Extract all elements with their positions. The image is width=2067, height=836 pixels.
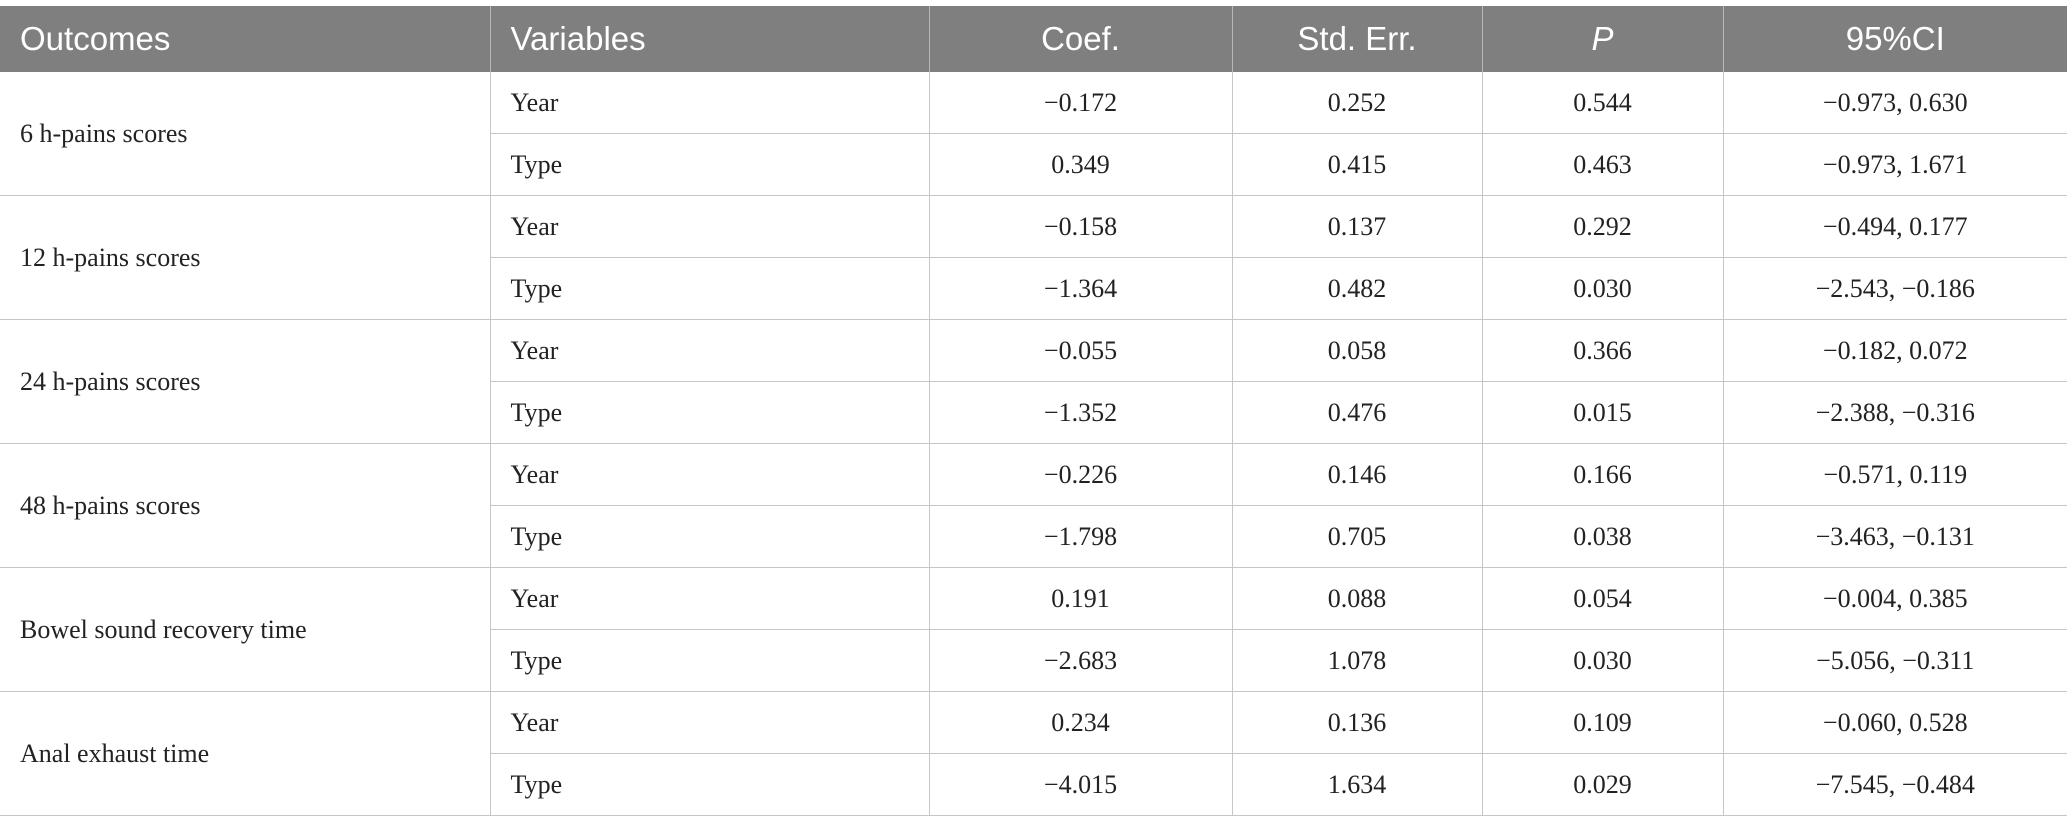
variable-cell: Type bbox=[490, 505, 930, 568]
coef-cell: −4.015 bbox=[928, 753, 1233, 816]
table-row: 6 h-pains scores Year −0.172 0.252 0.544… bbox=[0, 72, 2067, 196]
ci-cell: −0.060, 0.528 bbox=[1722, 691, 2067, 754]
table-row: Type −1.364 0.482 0.030 −2.543, −0.186 bbox=[0, 257, 2067, 320]
table-row: Bowel sound recovery time Year 0.191 0.0… bbox=[0, 567, 2067, 692]
table-header: Outcomes Variables Coef. Std. Err. P 95%… bbox=[0, 6, 2067, 72]
coef-cell: 0.234 bbox=[928, 691, 1233, 754]
outcome-cell: 24 h-pains scores bbox=[0, 319, 491, 444]
p-cell: 0.166 bbox=[1481, 443, 1724, 506]
variable-cell: Year bbox=[489, 691, 930, 754]
std-err-cell: 0.705 bbox=[1231, 505, 1483, 568]
ci-cell: −3.463, −0.131 bbox=[1722, 505, 2067, 568]
coef-cell: −1.364 bbox=[928, 257, 1233, 320]
variable-cell: Type bbox=[490, 133, 930, 196]
std-err-cell: 0.146 bbox=[1231, 443, 1483, 506]
coef-cell: −1.352 bbox=[928, 381, 1233, 444]
p-cell: 0.038 bbox=[1481, 505, 1724, 568]
std-err-cell: 0.482 bbox=[1231, 257, 1483, 320]
table-row: Type −4.015 1.634 0.029 −7.545, −0.484 bbox=[0, 753, 2067, 816]
outcome-cell: Bowel sound recovery time bbox=[0, 567, 491, 692]
regression-table: Outcomes Variables Coef. Std. Err. P 95%… bbox=[0, 6, 2067, 816]
std-err-cell: 0.136 bbox=[1231, 691, 1483, 754]
std-err-cell: 0.252 bbox=[1231, 72, 1483, 134]
p-cell: 0.029 bbox=[1481, 753, 1724, 816]
std-err-cell: 0.476 bbox=[1231, 381, 1483, 444]
table-row: Type −2.683 1.078 0.030 −5.056, −0.311 bbox=[0, 629, 2067, 692]
table-row: Type 0.349 0.415 0.463 −0.973, 1.671 bbox=[0, 133, 2067, 196]
variable-cell: Year bbox=[489, 195, 930, 258]
std-err-cell: 1.634 bbox=[1231, 753, 1483, 816]
outcome-cell: Anal exhaust time bbox=[0, 691, 491, 816]
header-coef: Coef. bbox=[928, 6, 1232, 72]
outcome-cell: 48 h-pains scores bbox=[0, 443, 491, 568]
variable-cell: Type bbox=[490, 629, 930, 692]
coef-cell: −1.798 bbox=[928, 505, 1233, 568]
variable-cell: Type bbox=[490, 381, 930, 444]
ci-cell: −0.973, 0.630 bbox=[1722, 72, 2067, 134]
header-p: P bbox=[1481, 6, 1723, 72]
std-err-cell: 0.415 bbox=[1231, 133, 1483, 196]
table-row: Anal exhaust time Year 0.234 0.136 0.109… bbox=[0, 691, 2067, 816]
std-err-cell: 1.078 bbox=[1231, 629, 1483, 692]
table-row: 48 h-pains scores Year −0.226 0.146 0.16… bbox=[0, 443, 2067, 568]
p-cell: 0.463 bbox=[1481, 133, 1724, 196]
p-cell: 0.109 bbox=[1481, 691, 1724, 754]
ci-cell: −5.056, −0.311 bbox=[1722, 629, 2067, 692]
ci-cell: −0.004, 0.385 bbox=[1722, 567, 2067, 630]
table-row: 12 h-pains scores Year −0.158 0.137 0.29… bbox=[0, 195, 2067, 320]
p-cell: 0.054 bbox=[1481, 567, 1724, 630]
p-cell: 0.292 bbox=[1481, 195, 1724, 258]
header-row: Outcomes Variables Coef. Std. Err. P 95%… bbox=[0, 6, 2067, 72]
header-outcomes: Outcomes bbox=[0, 6, 490, 72]
coef-cell: 0.349 bbox=[928, 133, 1233, 196]
ci-cell: −0.973, 1.671 bbox=[1722, 133, 2067, 196]
table-body: 6 h-pains scores Year −0.172 0.252 0.544… bbox=[0, 72, 2067, 816]
p-cell: 0.544 bbox=[1481, 72, 1724, 134]
table-row: Type −1.352 0.476 0.015 −2.388, −0.316 bbox=[0, 381, 2067, 444]
coef-cell: −2.683 bbox=[928, 629, 1233, 692]
header-variables: Variables bbox=[489, 6, 929, 72]
header-std-err: Std. Err. bbox=[1231, 6, 1482, 72]
variable-cell: Year bbox=[489, 72, 930, 134]
outcome-cell: 12 h-pains scores bbox=[0, 195, 491, 320]
p-cell: 0.366 bbox=[1481, 319, 1724, 382]
std-err-cell: 0.088 bbox=[1231, 567, 1483, 630]
variable-cell: Year bbox=[489, 567, 930, 630]
ci-cell: −2.388, −0.316 bbox=[1722, 381, 2067, 444]
outcome-cell: 6 h-pains scores bbox=[0, 72, 491, 196]
std-err-cell: 0.137 bbox=[1231, 195, 1483, 258]
p-cell: 0.030 bbox=[1481, 257, 1724, 320]
table-row: 24 h-pains scores Year −0.055 0.058 0.36… bbox=[0, 319, 2067, 444]
p-cell: 0.030 bbox=[1481, 629, 1724, 692]
coef-cell: −0.172 bbox=[928, 72, 1233, 134]
coef-cell: −0.158 bbox=[928, 195, 1233, 258]
coef-cell: −0.226 bbox=[928, 443, 1233, 506]
coef-cell: 0.191 bbox=[928, 567, 1233, 630]
variable-cell: Type bbox=[490, 257, 930, 320]
variable-cell: Type bbox=[490, 753, 930, 816]
variable-cell: Year bbox=[489, 319, 930, 382]
p-cell: 0.015 bbox=[1481, 381, 1724, 444]
ci-cell: −0.571, 0.119 bbox=[1722, 443, 2067, 506]
variable-cell: Year bbox=[489, 443, 930, 506]
ci-cell: −0.182, 0.072 bbox=[1722, 319, 2067, 382]
ci-cell: −2.543, −0.186 bbox=[1722, 257, 2067, 320]
header-ci: 95%CI bbox=[1722, 6, 2067, 72]
ci-cell: −0.494, 0.177 bbox=[1722, 195, 2067, 258]
std-err-cell: 0.058 bbox=[1231, 319, 1483, 382]
ci-cell: −7.545, −0.484 bbox=[1722, 753, 2067, 816]
coef-cell: −0.055 bbox=[928, 319, 1233, 382]
